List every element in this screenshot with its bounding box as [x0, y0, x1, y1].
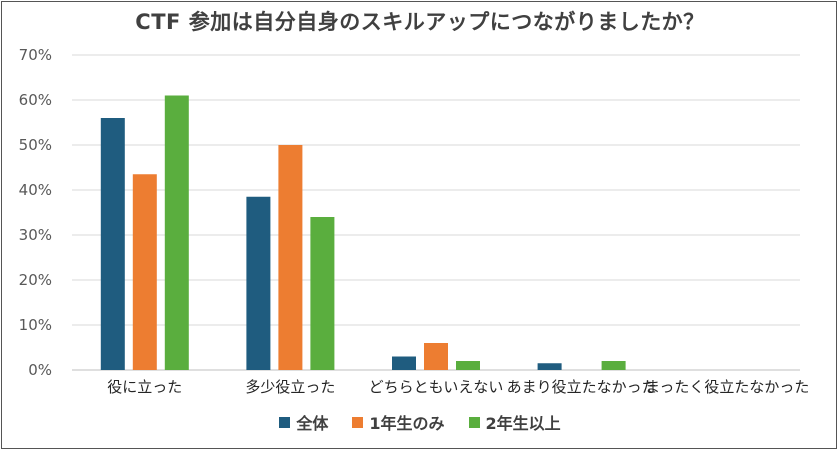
x-category-label: あまり役立たなかった	[507, 378, 657, 396]
bar	[100, 118, 125, 370]
y-tick-label: 10%	[19, 316, 52, 334]
y-tick-label: 30%	[19, 226, 52, 244]
y-tick-label: 50%	[19, 136, 52, 154]
legend-item: 1年生のみ	[352, 410, 445, 434]
bar	[246, 196, 271, 370]
bar	[310, 217, 335, 370]
y-tick-label: 20%	[19, 271, 52, 289]
bar	[601, 361, 626, 370]
chart-title: CTF 参加は自分自身のスキルアップにつながりましたか？	[135, 10, 705, 34]
x-category-label: どちらともいえない	[369, 378, 504, 396]
legend-label: 全体	[296, 414, 329, 433]
bar	[537, 363, 562, 370]
legend-swatch	[279, 416, 291, 428]
legend-item: 2年生以上	[468, 410, 561, 434]
bar	[456, 361, 480, 370]
bar	[392, 356, 416, 370]
y-tick-label: 0%	[28, 361, 52, 379]
bar	[164, 95, 189, 370]
x-category-label: まったく役立たなかった	[645, 378, 809, 396]
legend-item: 全体	[279, 410, 328, 434]
y-tick-label: 70%	[19, 46, 52, 64]
legend-label: 1年生のみ	[369, 414, 445, 433]
bar	[132, 174, 157, 370]
x-category-label: 多少役立った	[245, 378, 335, 396]
y-tick-label: 60%	[19, 91, 52, 109]
x-category-label: 役に立った	[107, 378, 182, 396]
bar	[278, 145, 303, 370]
legend-swatch	[352, 416, 364, 428]
legend: 全体 1年生のみ 2年生以上	[0, 410, 840, 434]
bar	[424, 343, 448, 370]
legend-label: 2年生以上	[485, 414, 561, 433]
legend-swatch	[468, 416, 480, 428]
y-tick-label: 40%	[19, 181, 52, 199]
